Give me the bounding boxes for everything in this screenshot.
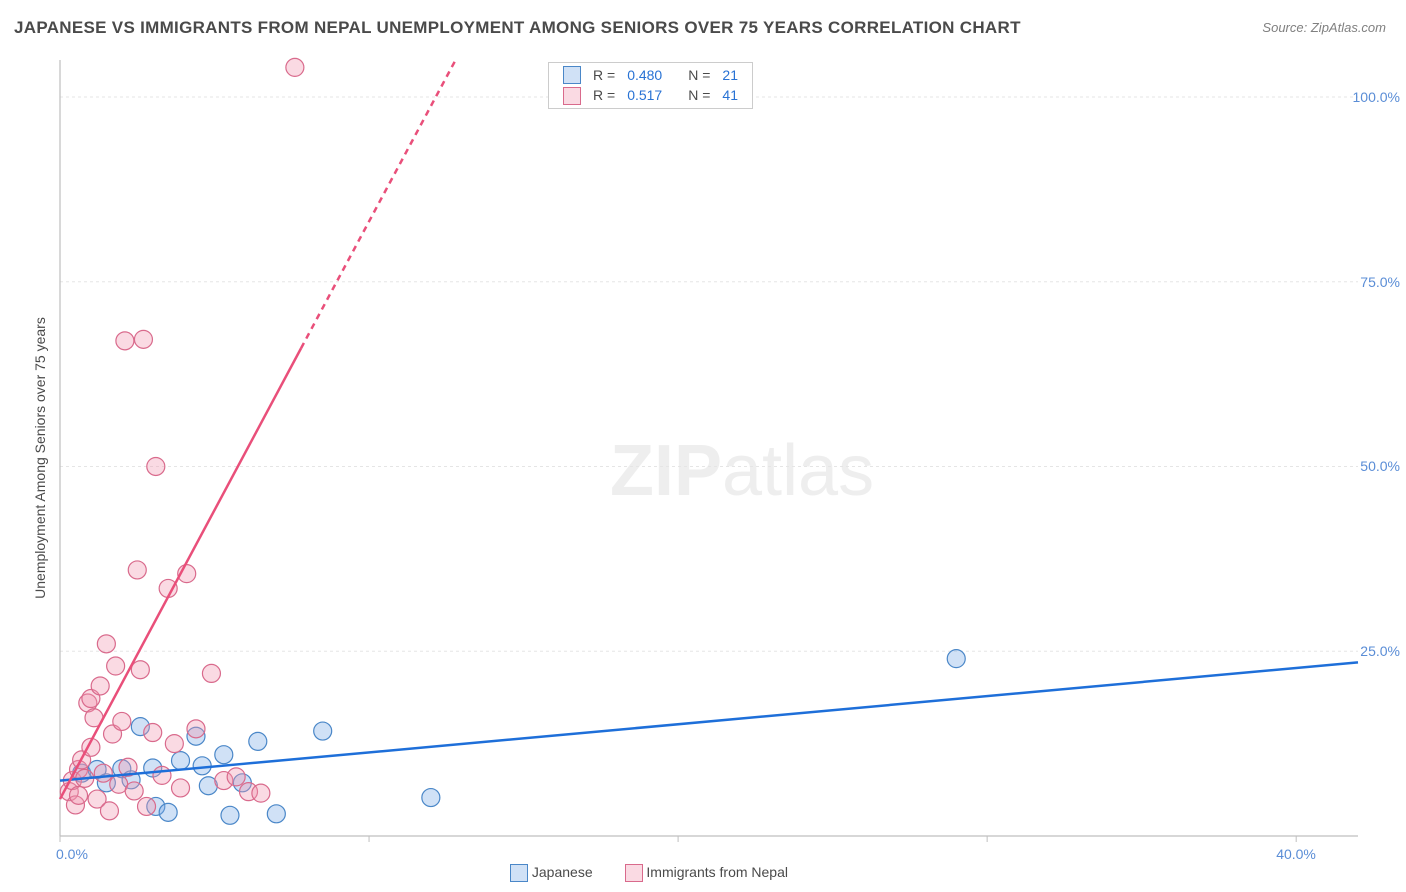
x-tick-label: 40.0% — [1276, 846, 1316, 862]
source-name: ZipAtlas.com — [1311, 20, 1386, 35]
y-tick-label: 75.0% — [1360, 274, 1400, 290]
n-label: N = — [682, 65, 716, 85]
n-label: N = — [682, 85, 716, 105]
legend-series: Japanese Immigrants from Nepal — [510, 864, 816, 882]
n-value-japanese: 21 — [716, 65, 744, 85]
legend-row-japanese: R = 0.480 N = 21 — [557, 65, 744, 85]
y-tick-label: 50.0% — [1360, 458, 1400, 474]
r-label: R = — [587, 65, 621, 85]
x-tick-label: 0.0% — [56, 846, 88, 862]
legend-swatch-nepal — [625, 864, 643, 882]
r-value-japanese: 0.480 — [621, 65, 668, 85]
legend-swatch-nepal — [563, 87, 581, 105]
legend-label-nepal: Immigrants from Nepal — [646, 864, 788, 880]
y-tick-label: 100.0% — [1353, 89, 1400, 105]
legend-item-japanese: Japanese — [510, 864, 593, 882]
legend-statistics: R = 0.480 N = 21 R = 0.517 N = 41 — [548, 62, 753, 109]
source-label: Source: — [1262, 20, 1307, 35]
n-value-nepal: 41 — [716, 85, 744, 105]
legend-swatch-japanese — [510, 864, 528, 882]
y-tick-label: 25.0% — [1360, 643, 1400, 659]
legend-label-japanese: Japanese — [532, 864, 593, 880]
legend-item-nepal: Immigrants from Nepal — [625, 864, 788, 882]
chart-title: JAPANESE VS IMMIGRANTS FROM NEPAL UNEMPL… — [14, 18, 1021, 38]
r-label: R = — [587, 85, 621, 105]
scatter-chart — [32, 52, 1392, 882]
legend-swatch-japanese — [563, 66, 581, 84]
r-value-nepal: 0.517 — [621, 85, 668, 105]
legend-row-nepal: R = 0.517 N = 41 — [557, 85, 744, 105]
source-attribution: Source: ZipAtlas.com — [1262, 20, 1386, 35]
